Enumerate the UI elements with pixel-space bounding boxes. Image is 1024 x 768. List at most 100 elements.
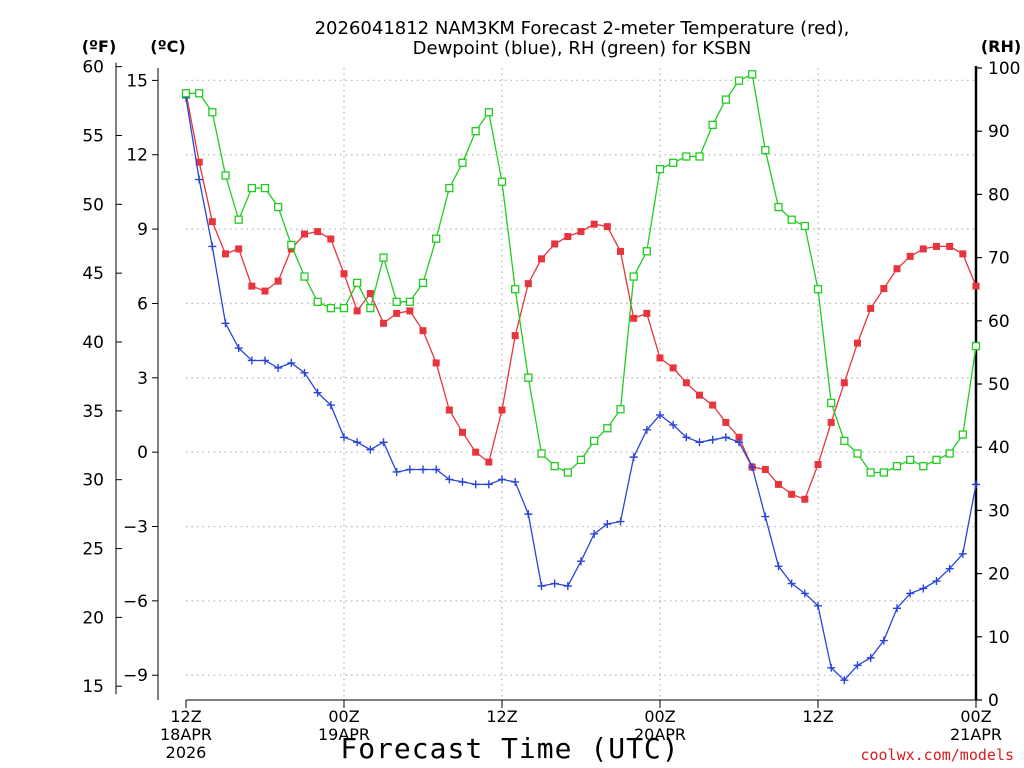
dewpoint-point <box>234 344 243 353</box>
dewpoint-point <box>656 410 664 419</box>
rh-point <box>748 70 757 79</box>
2-meter-temperature-point <box>208 218 216 226</box>
rh-tick-label: 10 <box>988 628 1010 648</box>
x-tick-label: 00Z <box>644 707 675 726</box>
2-meter-temperature-point <box>301 230 308 238</box>
rh-point <box>181 89 191 98</box>
rh-point <box>879 468 888 477</box>
x-tick-label: 20APR <box>634 725 686 744</box>
rh-point <box>945 449 954 458</box>
dewpoint-point <box>511 477 520 486</box>
rh-point <box>432 234 441 243</box>
x-tick-label: 21APR <box>950 725 1002 744</box>
source-credit: coolwx.com/models <box>860 746 1014 764</box>
celsius-tick-label: 9 <box>137 220 148 240</box>
dewpoint-point <box>419 465 427 474</box>
2-meter-temperature-point <box>314 228 322 236</box>
dewpoint-point <box>524 510 533 519</box>
rh-point <box>274 202 283 212</box>
plot-grid <box>186 68 976 700</box>
x-tick-label: 12Z <box>170 707 201 726</box>
rh-tick-label: 100 <box>988 59 1020 79</box>
rh-point <box>761 146 770 155</box>
2-meter-temperature-point <box>393 309 401 317</box>
dewpoint-point <box>814 601 822 610</box>
x-tick-label: 12Z <box>486 707 517 726</box>
x-axis-title: Forecast Time (UTC) <box>340 732 679 765</box>
rh-point <box>445 183 454 193</box>
2-meter-temperature-point <box>353 307 361 315</box>
fahrenheit-tick-label: 50 <box>82 195 104 215</box>
2-meter-temperature-point <box>274 277 282 285</box>
dewpoint-point <box>577 557 585 566</box>
2-meter-temperature-point <box>222 250 229 258</box>
rh-point <box>405 297 414 306</box>
2-meter-temperature-point <box>603 223 611 231</box>
fahrenheit-tick-label: 40 <box>82 333 104 353</box>
2-meter-temperature-point <box>643 309 651 317</box>
rh-point <box>484 108 493 117</box>
2-meter-temperature-point <box>959 250 967 258</box>
dewpoint-point <box>616 517 625 526</box>
celsius-tick-label: 3 <box>137 369 148 389</box>
celsius-tick-label: 0 <box>137 443 148 463</box>
rh-point <box>339 304 349 313</box>
dewpoint-point <box>379 438 388 447</box>
rh-point <box>629 272 638 281</box>
chart-title-line1: 2026041812 NAM3KM Forecast 2-meter Tempe… <box>315 18 850 39</box>
rh-point <box>932 455 941 464</box>
2-meter-temperature-point <box>656 354 664 362</box>
dewpoint-point <box>958 549 967 558</box>
rh-point <box>590 436 599 446</box>
2-meter-temperature-point <box>880 285 888 293</box>
rh-point <box>326 304 335 313</box>
rh-point <box>708 120 717 130</box>
x-tick-label: 12Z <box>802 707 833 726</box>
2-meter-temperature-point <box>498 406 506 414</box>
2-meter-temperature-point <box>854 339 861 347</box>
x-tick-label: 00Z <box>960 707 991 726</box>
rh-point <box>353 278 362 288</box>
dewpoint-point <box>221 319 230 328</box>
2-meter-temperature-point <box>788 490 796 498</box>
rh-point <box>300 272 309 281</box>
dewpoint-point <box>682 433 691 442</box>
dewpoint-point <box>748 463 757 472</box>
rh-point <box>603 424 612 433</box>
dewpoint-point <box>340 433 348 442</box>
dewpoint-point <box>432 465 441 474</box>
dewpoint-point <box>274 363 283 372</box>
dewpoint-point <box>866 653 875 662</box>
rh-point <box>616 405 625 414</box>
celsius-unit-label: (ºC) <box>150 37 185 56</box>
2-meter-temperature-point <box>590 220 598 228</box>
dewpoint-point <box>669 420 678 429</box>
2-meter-temperature-point <box>722 418 730 426</box>
2-meter-temperature-point <box>327 235 335 243</box>
dewpoint-point <box>313 388 322 397</box>
fahrenheit-tick-label: 25 <box>82 540 104 560</box>
rh-point <box>287 240 296 250</box>
rh-point <box>247 183 256 193</box>
dewpoint-point <box>590 529 599 538</box>
2-meter-temperature-point <box>801 495 809 503</box>
x-tick-label: 00Z <box>328 707 359 726</box>
rh-tick-label: 80 <box>988 185 1010 205</box>
dewpoint-point <box>195 175 204 184</box>
rh-unit-label: (RH) <box>981 37 1021 56</box>
2-meter-temperature-point <box>261 287 269 295</box>
dewpoint-point <box>695 438 704 447</box>
rh-point <box>524 373 533 382</box>
dewpoint-point <box>919 584 928 593</box>
dewpoint-point <box>471 480 480 489</box>
rh-tick-label: 0 <box>988 691 999 711</box>
rh-point <box>563 468 572 477</box>
2-meter-temperature-point <box>511 332 519 340</box>
2-meter-temperature-point <box>709 401 717 409</box>
dewpoint-point <box>932 577 941 586</box>
rh-point <box>840 436 849 446</box>
dewpoint-point <box>708 435 717 444</box>
rh-point <box>366 304 375 313</box>
x-tick-label: 2026 <box>166 743 207 762</box>
rh-point <box>892 462 902 471</box>
